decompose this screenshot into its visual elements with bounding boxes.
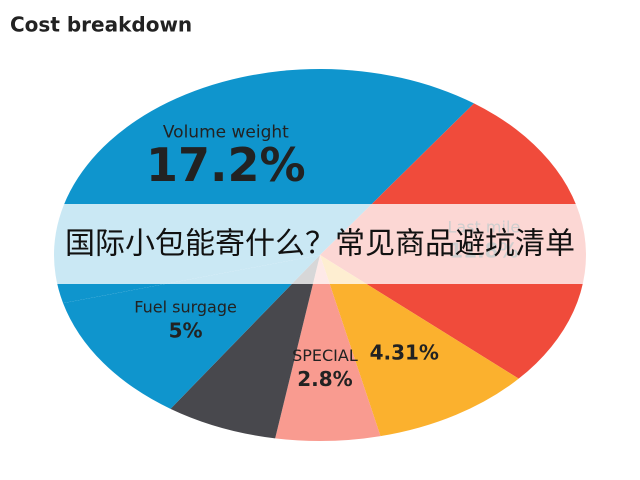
value-label: 4.31% (370, 341, 439, 365)
banner-text: 国际小包能寄什么？常见商品避坑清单 (65, 227, 575, 262)
pie-slice (63, 255, 321, 409)
value-label: 17.2% (146, 138, 306, 192)
banner (0, 204, 640, 284)
chart-title: Cost breakdown (10, 13, 192, 37)
pie-slice (170, 255, 320, 439)
slice-label: SPECIAL (292, 346, 358, 365)
slice-label: Volume weight (163, 122, 289, 142)
pie-slice (275, 255, 381, 441)
value-label: 2.8% (297, 367, 352, 391)
slice-label: Fuel surgage (134, 297, 237, 316)
value-label: 5% (169, 318, 203, 342)
pie-slice (320, 255, 519, 437)
